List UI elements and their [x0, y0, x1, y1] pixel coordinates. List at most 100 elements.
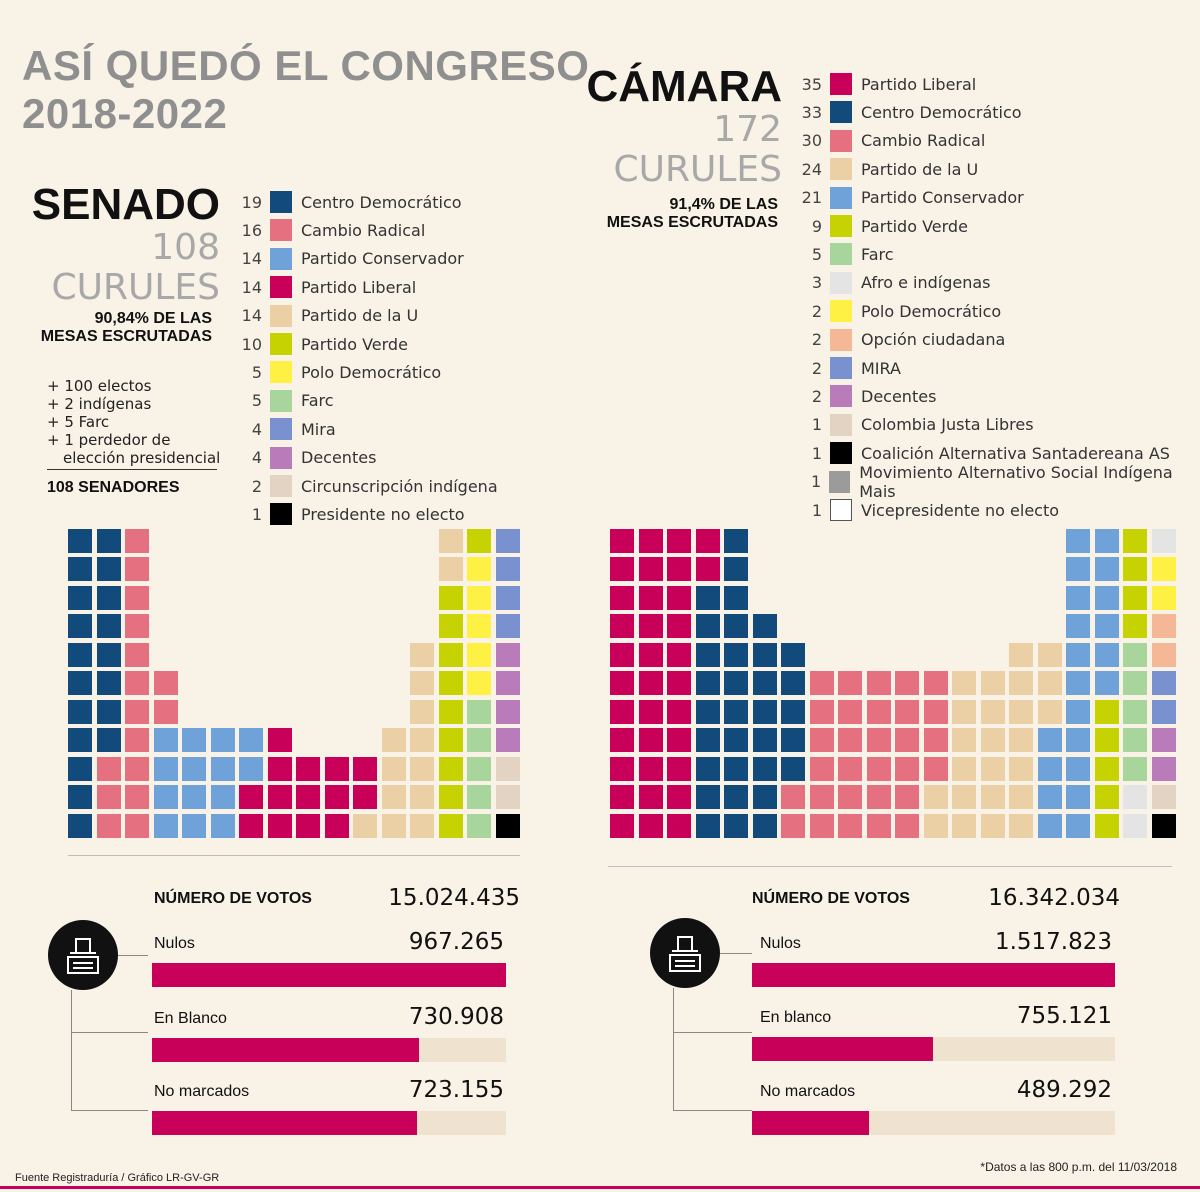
legend-label: Partido de la U	[301, 306, 419, 326]
senado-seat-mira	[495, 585, 520, 610]
camara-seat-partido-liberal	[610, 557, 634, 581]
camara-seat-partido-de-la-u	[1037, 671, 1062, 695]
ballot-box-icon	[669, 936, 701, 972]
camara-vote-bar-en-blanco	[752, 1037, 933, 1061]
camara-seat-mira	[1151, 671, 1176, 695]
legend-seat-count: 1	[811, 415, 822, 435]
senado-seat-partido-de-la-u	[410, 642, 434, 667]
senado-vote-value-nulos: 967.265	[408, 929, 504, 955]
senado-seat-decentes	[495, 728, 520, 752]
senado-vote-label-en-blanco: En Blanco	[154, 1010, 227, 1027]
camara-seat-centro-democratico	[724, 614, 748, 638]
legend-seat-count: 5	[251, 362, 262, 382]
camara-legend-item-coalicion-alternativa-santadereana-as: 1 Coalición Alternativa Santadereana AS	[800, 441, 1170, 465]
camara-seat-partido-verde	[1094, 699, 1119, 724]
senado-seat-polo-democratico	[467, 557, 491, 581]
camara-seat-polo-democratico	[1151, 557, 1176, 581]
senado-legend-item-circunscripcion-indigena: 2 Circunscripción indígena	[240, 474, 498, 498]
camara-seat-partido-conservador	[1066, 756, 1090, 781]
senado-seat-partido-conservador	[210, 728, 235, 752]
camara-seat-partido-verde	[1123, 528, 1147, 553]
legend-swatch	[830, 73, 852, 95]
senado-seat-partido-de-la-u	[381, 813, 406, 838]
senado-seat-farc	[467, 785, 491, 809]
legend-label: Polo Democrático	[861, 301, 1002, 321]
camara-seat-partido-conservador	[1037, 756, 1062, 781]
legend-seat-count: 9	[811, 216, 822, 236]
senado-total-label: 108 SENADORES	[47, 479, 180, 496]
senado-seat-cambio-radical	[125, 614, 149, 638]
camara-vote-bar-track	[752, 1111, 1115, 1135]
camara-seat-partido-liberal	[638, 614, 663, 638]
senado-seat-farc	[467, 813, 491, 838]
legend-seat-count: 10	[241, 334, 262, 354]
senado-vote-bar-track	[152, 1038, 506, 1062]
camara-legend-item-partido-de-la-u: 24 Partido de la U	[800, 157, 978, 181]
senado-vote-value-no-marcados: 723.155	[408, 1077, 504, 1103]
camara-seat-opcion-ciudadana	[1151, 614, 1176, 638]
senado-seat-polo-democratico	[467, 642, 491, 667]
camara-seat-centro-democratico	[724, 785, 748, 809]
senado-seat-cambio-radical	[153, 671, 178, 695]
camara-seat-partido-de-la-u	[952, 699, 976, 724]
legend-label: MIRA	[861, 358, 901, 378]
senado-seat-partido-verde	[438, 699, 463, 724]
senado-seat-partido-de-la-u	[438, 557, 463, 581]
camara-seat-partido-liberal	[695, 557, 720, 581]
camara-seat-partido-de-la-u	[1009, 728, 1033, 752]
camara-vote-label-nulos: Nulos	[760, 935, 801, 952]
page-title: ASÍ QUEDÓ EL CONGRESO 2018-2022	[22, 42, 622, 138]
camara-seat-centro-democratico	[695, 756, 720, 781]
senado-seat-partido-verde	[438, 756, 463, 781]
camara-seat-cambio-radical	[923, 728, 948, 752]
camara-seat-cambio-radical	[809, 785, 834, 809]
camara-seat-cambio-radical	[809, 671, 834, 695]
camara-seat-centro-democratico	[695, 614, 720, 638]
legend-swatch	[830, 442, 852, 465]
camara-legend-item-opcion-ciudadana: 2 Opción ciudadana	[800, 328, 1005, 352]
legend-swatch	[270, 219, 292, 242]
camara-seat-partido-de-la-u	[980, 699, 1005, 724]
camara-seat-opcion-ciudadana	[1151, 642, 1176, 667]
camara-seat-centro-democratico	[752, 785, 777, 809]
senado-vote-bar-track	[152, 1111, 506, 1135]
footer-note: *Datos a las 800 p.m. del 11/03/2018	[980, 1160, 1177, 1174]
camara-seat-partido-liberal	[695, 528, 720, 553]
camara-seat-farc	[1123, 728, 1147, 752]
senado-seat-partido-de-la-u	[438, 528, 463, 553]
camara-seat-partido-verde	[1123, 557, 1147, 581]
senado-seat-cambio-radical	[125, 557, 149, 581]
senado-seat-partido-de-la-u	[410, 813, 434, 838]
camara-seat-partido-conservador	[1066, 585, 1090, 610]
camara-seat-centro-democratico	[695, 785, 720, 809]
senado-seat-centro-democratico	[68, 756, 92, 781]
camara-seat-polo-democratico	[1151, 585, 1176, 610]
camara-seat-partido-conservador	[1037, 813, 1062, 838]
senado-seat-circunscripcion-indigena	[495, 756, 520, 781]
legend-seat-count: 2	[811, 301, 822, 321]
senado-seat-partido-conservador	[153, 728, 178, 752]
senado-seat-presidente-no-electo	[495, 813, 520, 838]
camara-legend-item-partido-verde: 9 Partido Verde	[800, 214, 968, 238]
legend-swatch	[830, 357, 852, 379]
senado-note: + 1 perdedor de	[47, 431, 171, 449]
senado-seat-partido-verde	[438, 785, 463, 809]
camara-legend-item-colombia-justa-libres: 1 Colombia Justa Libres	[800, 413, 1034, 437]
senado-seat-partido-de-la-u	[410, 699, 434, 724]
camara-seat-coalicion-alternativa-santadereana-as	[1151, 813, 1176, 838]
senado-seat-centro-democratico	[96, 528, 121, 553]
camara-seat-centro-democratico	[695, 699, 720, 724]
camara-seat-cambio-radical	[866, 671, 891, 695]
camara-seat-partido-de-la-u	[952, 728, 976, 752]
legend-label: Circunscripción indígena	[301, 476, 498, 496]
camara-header: CÁMARA 172 CURULES	[560, 64, 782, 190]
camara-seat-partido-de-la-u	[1009, 785, 1033, 809]
camara-seats-number: 172	[713, 109, 782, 150]
camara-tree-branch	[673, 1032, 752, 1033]
legend-label: Polo Democrático	[301, 362, 442, 382]
camara-seat-cambio-radical	[781, 785, 805, 809]
camara-legend-item-cambio-radical: 30 Cambio Radical	[800, 129, 985, 153]
senado-seat-centro-democratico	[96, 614, 121, 638]
senado-seat-partido-conservador	[182, 813, 206, 838]
legend-swatch	[830, 101, 852, 124]
